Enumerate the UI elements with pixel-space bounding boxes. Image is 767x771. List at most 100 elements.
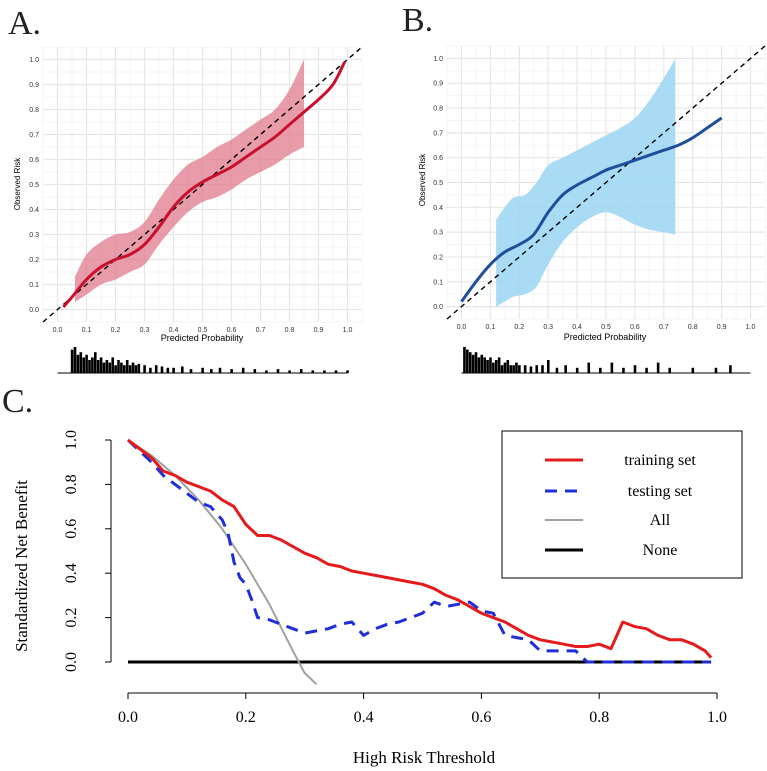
histogram-bar [253, 369, 257, 373]
y-tick-label: 0.9 [29, 82, 39, 89]
y-tick-label: 0.3 [29, 232, 39, 239]
y-tick-label: 0.7 [29, 132, 39, 139]
panel-a-confidence-band [74, 59, 305, 302]
histogram-bar [503, 362, 507, 373]
histogram-bar [189, 369, 193, 373]
histogram-bar [154, 365, 158, 373]
legend-label: All [650, 512, 671, 529]
x-tick-label: 0.3 [140, 327, 150, 334]
histogram-bar [149, 367, 152, 373]
histogram-bar [471, 354, 475, 373]
histogram-bar [79, 352, 83, 373]
y-tick-label: 0.8 [63, 474, 80, 494]
x-tick-label: 1.0 [343, 327, 353, 334]
histogram-bar [483, 357, 486, 373]
histogram-bar [137, 363, 141, 373]
histogram-bar [633, 365, 637, 373]
y-tick-label: 0.4 [433, 205, 443, 212]
y-tick-label: 0.4 [63, 563, 80, 583]
x-tick-label: 0.5 [198, 327, 208, 334]
histogram-bar [323, 370, 326, 373]
y-tick-label: 0.9 [433, 81, 443, 88]
x-tick-label: 0.4 [572, 324, 582, 331]
x-tick-label: 0.5 [601, 324, 611, 331]
histogram-bar [599, 367, 602, 373]
y-tick-label: 0.4 [29, 207, 39, 214]
x-tick-label: 0.6 [471, 709, 491, 726]
x-tick-label: 0.4 [169, 327, 179, 334]
histogram-bar [564, 365, 567, 373]
histogram-bar [201, 367, 204, 373]
histogram-bar [73, 347, 77, 373]
panel-a: A. 0.0 0.1 0.2 0.3 0.4 0.5 0.6 0.7 0.8 0.9 1.00.00… [8, 5, 363, 374]
histogram-bar [477, 357, 481, 373]
histogram-bar [546, 360, 550, 373]
x-tick-label: 0.0 [457, 324, 467, 331]
histogram-bar [497, 357, 501, 373]
histogram-bar [535, 365, 539, 373]
histogram-bar [102, 362, 106, 373]
y-tick-label: 0.1 [29, 282, 39, 289]
histogram-bar [668, 367, 671, 373]
legend-label: testing set [628, 483, 693, 500]
histogram-bar [509, 365, 512, 373]
histogram-bar [587, 362, 591, 373]
histogram-bar [299, 369, 303, 373]
histogram-bar [486, 360, 489, 373]
histogram-bar [85, 354, 88, 373]
histogram-bar [91, 357, 94, 373]
histogram-bar [523, 365, 527, 373]
x-tick-label: 0.6 [630, 324, 640, 331]
histogram-bar [575, 367, 579, 373]
histogram-bar [656, 362, 660, 373]
histogram-bar [134, 365, 138, 373]
y-tick-label: 0.7 [433, 130, 443, 137]
histogram-bar [334, 370, 338, 373]
histogram-bar [125, 360, 129, 373]
panel-a-calibration-curve [62, 61, 346, 308]
x-tick-label: 0.2 [111, 327, 121, 334]
x-tick-label: 0.7 [256, 327, 266, 334]
panel-b-calibration-curve [460, 116, 723, 303]
panel-a-label: A. [8, 5, 41, 42]
y-tick-label: 0.2 [433, 254, 443, 261]
panel-a-ticks: 0.0 0.1 0.2 0.3 0.4 0.5 0.6 0.7 0.8 0.9 1.0 0.0 0.1 0… [29, 57, 352, 334]
panel-b-label: B. [402, 2, 433, 39]
histogram-bar [691, 367, 695, 373]
histogram-bar [512, 365, 515, 373]
histogram-bar [276, 369, 280, 373]
histogram-bar [480, 354, 484, 373]
histogram-bar [94, 352, 97, 373]
series-line-testing-set [126, 438, 712, 664]
x-tick-label: 0.7 [659, 324, 669, 331]
histogram-bar [468, 352, 472, 373]
histogram-bar [463, 347, 466, 373]
panel-c-axes: 0.0 0.2 0.4 0.6 0.8 1.0 0.0 0.2 0.4 0.6 0.8 1.0 [63, 430, 727, 726]
panel-c-y-axis-label: Standardized Net Benefit [12, 480, 31, 652]
x-tick-label: 0.1 [485, 324, 495, 331]
histogram-bar [288, 370, 291, 373]
panel-b: B. 0.0 0.1 0.2 0.3 0.4 0.5 0.6 0.7 0.8 0.9 1.00.00… [402, 2, 766, 374]
histogram-bar [181, 366, 184, 373]
histogram-bar [88, 360, 91, 373]
histogram-bar [96, 360, 100, 373]
legend: training set testing set All None [501, 430, 743, 579]
histogram-bar [230, 369, 233, 373]
panel-b-y-axis-label: Observed Risk [418, 153, 427, 206]
y-tick-label: 0.8 [433, 106, 443, 113]
panel-a-histogram [57, 347, 349, 374]
x-tick-label: 0.8 [589, 709, 609, 726]
histogram-bar [70, 349, 74, 373]
panel-a-x-axis-label: Predicted Probability [161, 333, 244, 343]
histogram-bar [506, 360, 510, 373]
series-line-all [127, 439, 318, 685]
x-tick-label: 0.4 [354, 709, 374, 726]
y-tick-label: 0.5 [433, 180, 443, 187]
histogram-bar [105, 360, 109, 373]
panel-c-lines [126, 438, 713, 685]
histogram-bar [114, 365, 117, 373]
y-tick-label: 0.0 [433, 304, 443, 311]
x-tick-label: 1.0 [707, 709, 727, 726]
x-tick-label: 0.3 [543, 324, 553, 331]
histogram-bar [123, 365, 126, 373]
